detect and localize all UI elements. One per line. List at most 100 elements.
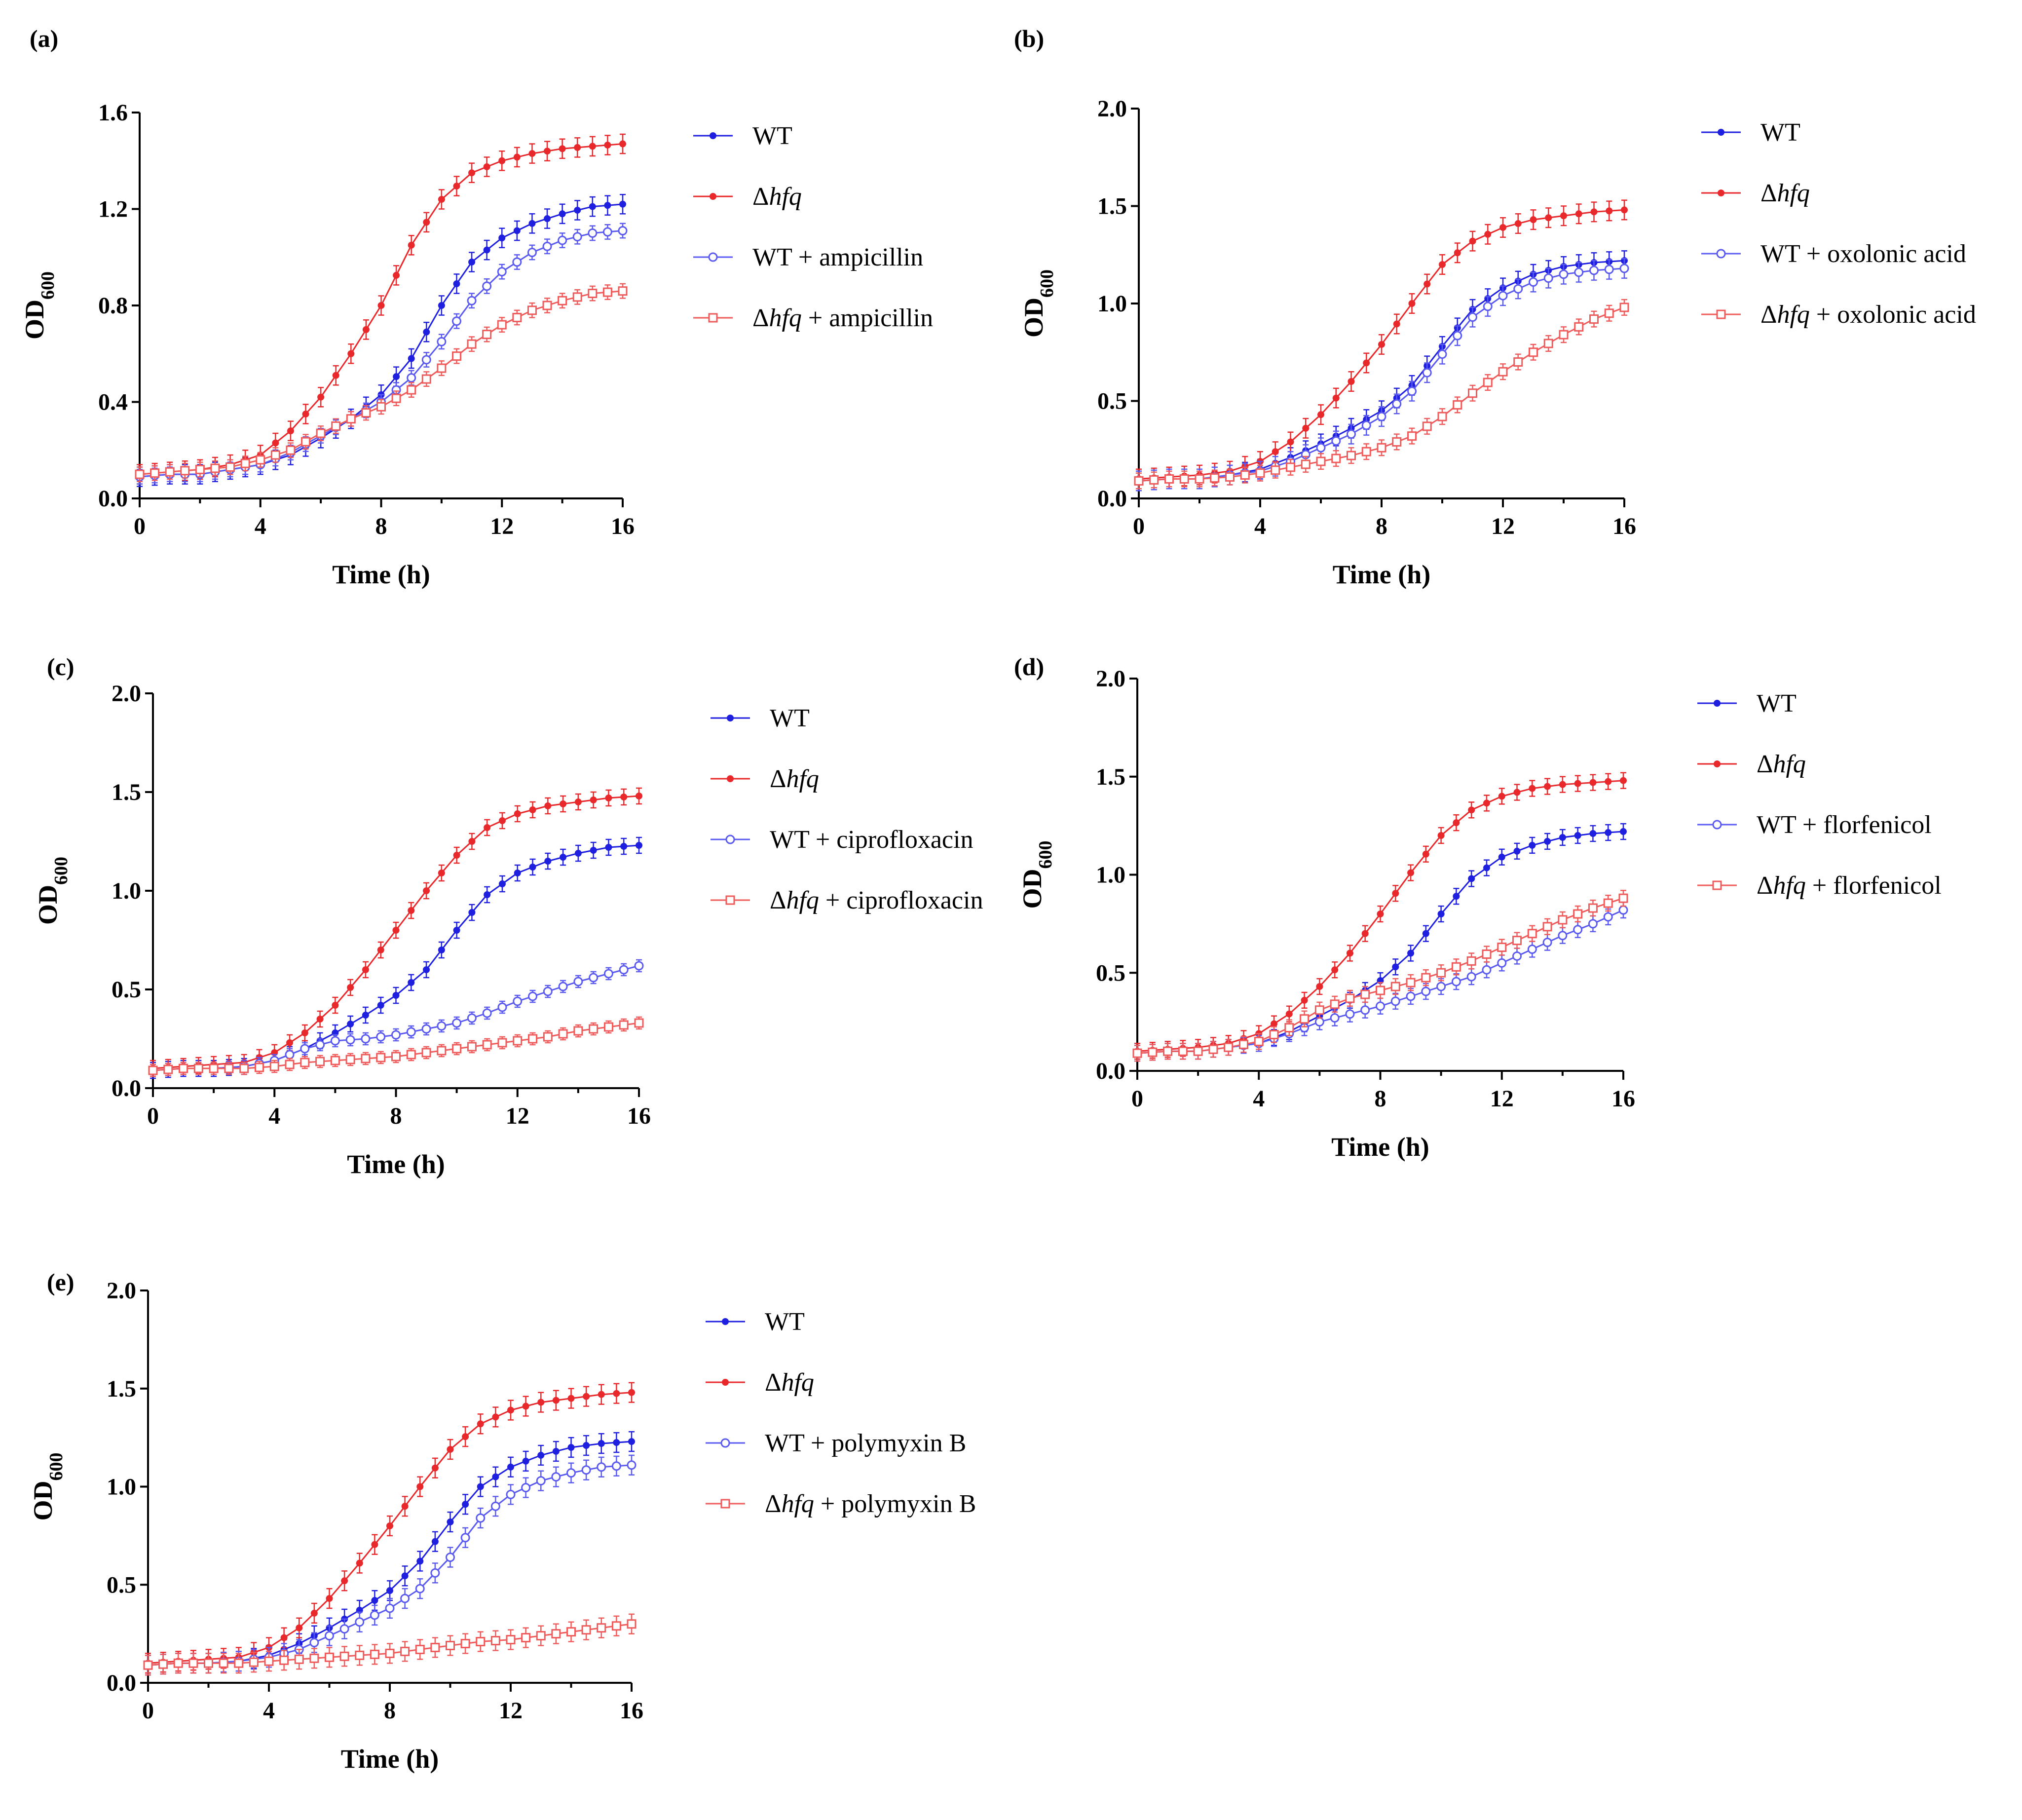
- data-point: [522, 1403, 529, 1410]
- data-point: [1619, 264, 1629, 273]
- data-point: [1346, 949, 1353, 957]
- data-point: [1529, 277, 1538, 287]
- data-point: [1316, 983, 1323, 990]
- data-point: [362, 1012, 369, 1019]
- data-point: [559, 210, 566, 218]
- data-point: [462, 1433, 469, 1441]
- data-point: [1348, 378, 1355, 385]
- data-point: [325, 1631, 334, 1641]
- data-point: [1225, 472, 1235, 482]
- data-point: [1545, 214, 1552, 222]
- data-point: [300, 1044, 310, 1054]
- data-point: [1453, 331, 1462, 341]
- data-point: [1347, 451, 1356, 460]
- data-point: [326, 1595, 333, 1602]
- legend-label: Δhfq: [752, 183, 802, 211]
- legend-entry: WT + florfenicol: [1697, 811, 1932, 839]
- data-point: [1544, 783, 1551, 790]
- data-point: [627, 1460, 637, 1470]
- data-point: [301, 437, 311, 447]
- data-point: [1406, 978, 1416, 987]
- data-point: [437, 1046, 447, 1056]
- data-point: [1377, 910, 1384, 917]
- data-point: [377, 1002, 384, 1009]
- legend-entry: WT: [1697, 689, 1797, 718]
- legend-label: WT + polymyxin B: [765, 1429, 966, 1457]
- data-point: [451, 351, 461, 361]
- legend-label: Δhfq + ciprofloxacin: [770, 886, 983, 914]
- data-point: [597, 1623, 606, 1633]
- data-point: [1589, 779, 1597, 786]
- data-point: [1393, 320, 1400, 328]
- data-point: [611, 1621, 621, 1631]
- data-point: [634, 1018, 644, 1028]
- data-point: [1574, 267, 1584, 277]
- y-tick-label: 0.5: [112, 977, 141, 1003]
- data-point: [1589, 314, 1599, 324]
- data-point: [341, 1577, 348, 1585]
- data-point: [315, 1057, 325, 1066]
- data-point: [1451, 962, 1461, 972]
- data-point: [1301, 996, 1308, 1004]
- data-point: [514, 810, 521, 817]
- legend-entry: WT + polymyxin B: [706, 1429, 966, 1457]
- data-point: [331, 421, 341, 431]
- x-tick-label: 4: [268, 1103, 280, 1129]
- data-point: [346, 414, 356, 424]
- panel-label: (c): [47, 653, 75, 681]
- data-point: [1240, 470, 1250, 480]
- data-point: [522, 1457, 529, 1465]
- data-point: [529, 806, 536, 813]
- y-tick-label: 0.0: [112, 1075, 141, 1101]
- data-point: [602, 227, 612, 237]
- data-point: [1603, 898, 1613, 908]
- data-point: [286, 1039, 294, 1046]
- legend-marker: [727, 775, 734, 782]
- data-point: [628, 1438, 635, 1445]
- data-point: [521, 1482, 531, 1492]
- chart-panel: (d) 0.0 0.5 1.0 1.5 2.0 0 4 8 12 16 Time (h) OD600 WT…: [1014, 653, 1942, 1162]
- data-point: [421, 355, 431, 365]
- data-point: [376, 402, 386, 412]
- data-point: [1484, 230, 1492, 238]
- x-tick-label: 12: [1490, 1086, 1514, 1112]
- legend-label: Δhfq + polymyxin B: [765, 1490, 976, 1518]
- data-point: [1317, 411, 1324, 418]
- x-axis-title: Time (h): [341, 1744, 439, 1774]
- series-group: [135, 283, 628, 483]
- y-tick-label: 2.0: [1096, 666, 1125, 692]
- data-point: [385, 1648, 395, 1658]
- data-point: [574, 850, 582, 857]
- data-point: [1497, 958, 1507, 968]
- data-point: [1271, 465, 1280, 475]
- data-point: [618, 286, 628, 296]
- data-point: [325, 1652, 334, 1662]
- legend-marker: [722, 1379, 729, 1386]
- data-point: [1604, 265, 1614, 274]
- data-point: [1392, 437, 1402, 447]
- data-point: [1620, 828, 1627, 835]
- data-point: [1453, 400, 1462, 410]
- data-point: [498, 234, 506, 242]
- data-point: [1574, 780, 1581, 787]
- data-point: [536, 1631, 546, 1641]
- data-point: [254, 1062, 264, 1072]
- data-point: [180, 466, 190, 476]
- data-point: [316, 428, 326, 438]
- data-point: [1208, 1044, 1218, 1054]
- data-point: [605, 795, 612, 801]
- data-point: [468, 909, 476, 916]
- x-tick-label: 8: [1375, 1086, 1386, 1112]
- data-point: [581, 1625, 591, 1635]
- data-point: [285, 1060, 295, 1069]
- y-axis-title: OD600: [28, 1453, 67, 1521]
- data-point: [589, 143, 596, 150]
- data-point: [1407, 386, 1417, 396]
- data-point: [528, 991, 538, 1001]
- legend-marker: [720, 1438, 730, 1448]
- data-point: [588, 289, 598, 299]
- legend-label: Δhfq + florfenicol: [1757, 872, 1942, 900]
- data-point: [330, 1056, 340, 1065]
- data-point: [574, 206, 581, 214]
- y-tick-label: 0.0: [98, 486, 128, 512]
